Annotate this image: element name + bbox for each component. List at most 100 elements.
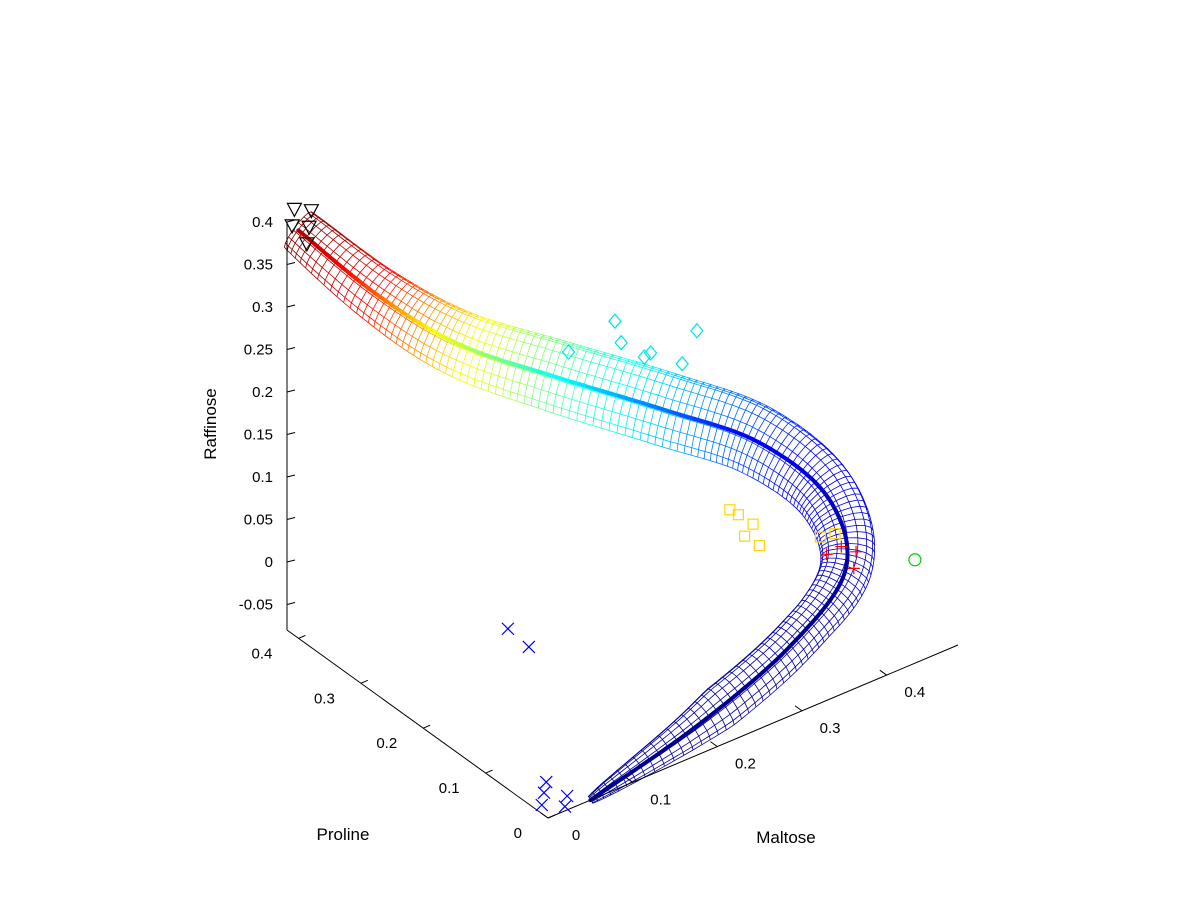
surface-mesh-line: [774, 659, 782, 667]
surface-mesh-line: [741, 437, 747, 441]
surface-mesh-line: [381, 263, 388, 269]
surface-mesh-line: [356, 312, 363, 319]
surface-mesh-line: [616, 781, 626, 788]
surface-mesh-line: [673, 714, 682, 722]
surface-mesh-line: [833, 609, 840, 616]
surface-mesh-line: [648, 736, 658, 745]
surface-mesh-line: [721, 391, 730, 395]
surface-mesh-line: [803, 477, 809, 483]
surface-mesh-ring: [813, 505, 869, 533]
surface-mesh-line: [555, 364, 564, 368]
surface-mesh-ring: [747, 412, 782, 476]
surface-mesh-line: [491, 373, 499, 377]
surface-mesh-line: [817, 444, 823, 451]
data-point-x: [535, 798, 549, 812]
surface-mesh-line: [417, 290, 424, 294]
surface-mesh-line: [824, 621, 830, 628]
surface-mesh-line: [716, 462, 723, 465]
surface-mesh-line: [374, 321, 381, 326]
surface-mesh-line: [741, 712, 750, 720]
surface-mesh-line: [710, 734, 719, 741]
surface-mesh-line: [733, 460, 739, 464]
surface-mesh-line: [301, 258, 308, 264]
surface-mesh-line: [602, 355, 611, 359]
surface-mesh-line: [596, 349, 605, 353]
surface-mesh-line: [834, 625, 840, 632]
surface-mesh-line: [835, 500, 839, 506]
surface-mesh-line: [751, 412, 759, 417]
surface-mesh-line: [852, 513, 856, 520]
surface-mesh-line: [601, 420, 610, 424]
surface-mesh-line: [823, 502, 827, 507]
surface-mesh-line: [839, 619, 845, 626]
surface-mesh-line: [813, 620, 820, 627]
surface-mesh-line: [872, 530, 875, 539]
surface-mesh-line: [779, 666, 787, 674]
surface-mesh-line: [417, 311, 424, 316]
surface-mesh-line: [633, 750, 643, 759]
surface-mesh-line: [761, 671, 769, 678]
z-axis-title: Raffinose: [201, 388, 220, 460]
z-tick-mark: [286, 474, 296, 478]
surface-mesh-ring: [616, 360, 638, 433]
surface-mesh-line: [312, 268, 320, 275]
surface-mesh-line: [382, 265, 390, 271]
surface-mesh-line: [787, 492, 793, 497]
surface-mesh-line: [847, 574, 852, 582]
surface-mesh-line: [623, 370, 632, 375]
surface-mesh-line: [552, 412, 561, 416]
surface-mesh-line: [661, 753, 672, 760]
surface-mesh-line: [545, 410, 554, 414]
surface-mesh-line: [428, 317, 435, 322]
surface-mesh-line: [359, 272, 367, 278]
surface-mesh-line: [761, 690, 770, 698]
surface-mesh-line: [408, 345, 416, 350]
surface-mesh-line: [791, 611, 797, 618]
surface-mesh-line: [318, 274, 326, 281]
surface-mesh-line: [801, 609, 807, 615]
surface-mesh-line: [611, 411, 621, 415]
surface-mesh-line: [870, 567, 874, 575]
surface-mesh-line: [384, 277, 391, 283]
data-point-triangle: [301, 220, 318, 236]
surface-mesh-ring: [552, 342, 575, 414]
surface-mesh-line: [560, 415, 569, 419]
surface-mesh-line: [637, 363, 646, 367]
surface-mesh-line: [445, 304, 452, 309]
surface-mesh-line: [663, 757, 674, 764]
surface-mesh-line: [668, 371, 676, 375]
surface-mesh-line: [395, 276, 402, 281]
surface-mesh-line: [735, 434, 742, 438]
surface-mesh-line: [594, 376, 604, 380]
surface-mesh-line: [652, 366, 661, 370]
surface-mesh-line: [548, 391, 557, 395]
y-tick-label: 0.4: [252, 645, 273, 662]
surface-mesh-line: [657, 728, 667, 737]
surface-mesh-line: [484, 370, 492, 375]
surface-mesh-line: [793, 422, 800, 428]
surface-mesh-ring: [819, 561, 869, 583]
surface-mesh-line: [817, 493, 822, 499]
surface-mesh-line: [442, 299, 449, 304]
surface-mesh-line: [655, 436, 664, 440]
surface-mesh-line: [779, 412, 787, 418]
data-point-square: [829, 528, 841, 540]
surface-mesh-line: [299, 262, 306, 269]
surface-mesh-line: [467, 376, 475, 380]
surface-mesh-line: [792, 484, 797, 489]
surface-mesh-line: [661, 411, 670, 415]
surface-mesh-line: [387, 267, 394, 272]
surface-mesh-line: [657, 425, 666, 429]
surface-mesh-line: [788, 666, 796, 674]
surface-mesh-line: [781, 443, 788, 448]
data-point-square: [732, 509, 744, 521]
surface-mesh-line: [290, 253, 296, 259]
surface-mesh-line: [804, 428, 811, 435]
surface-mesh-line: [741, 452, 748, 456]
surface-mesh-line: [331, 230, 339, 236]
surface-mesh-line: [326, 234, 334, 241]
surface-mesh-line: [732, 467, 738, 471]
surface-mesh-ring: [407, 296, 440, 352]
surface-mesh-ring: [438, 309, 467, 371]
z-tick-mark: [286, 262, 296, 265]
